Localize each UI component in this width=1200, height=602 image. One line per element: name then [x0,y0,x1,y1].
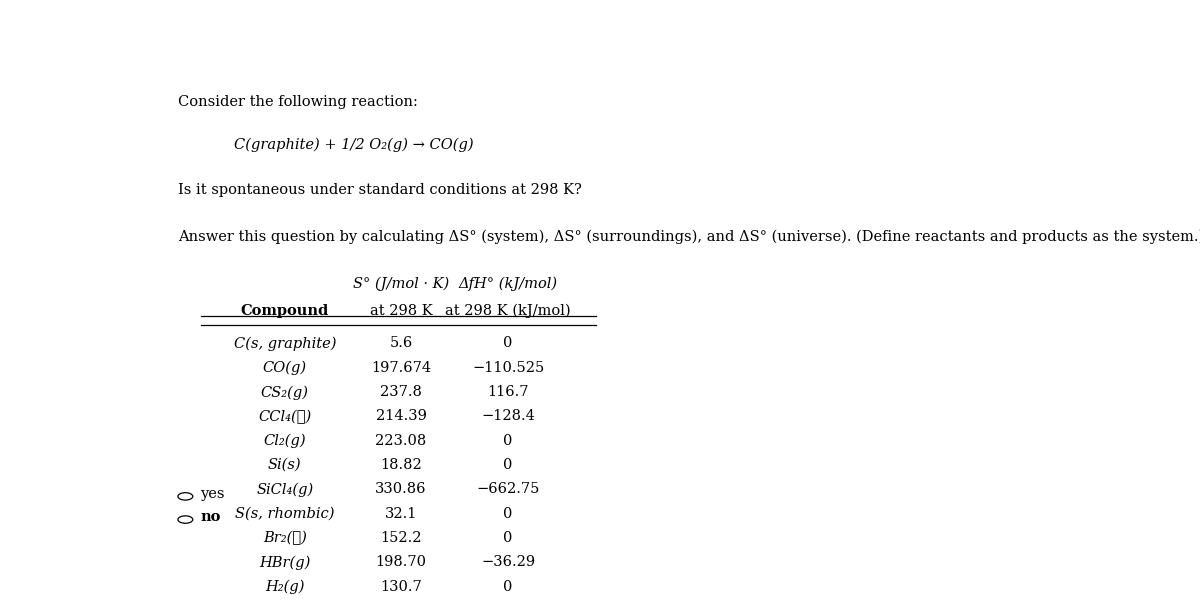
Text: Is it spontaneous under standard conditions at 298 K?: Is it spontaneous under standard conditi… [178,184,582,197]
Text: SiCl₄(g): SiCl₄(g) [257,482,313,497]
Text: Cl₂(g): Cl₂(g) [264,434,306,448]
Text: Answer this question by calculating ΔS° (system), ΔS° (surroundings), and ΔS° (u: Answer this question by calculating ΔS° … [178,230,1200,244]
Text: CS₂(g): CS₂(g) [260,385,308,400]
Text: −662.75: −662.75 [476,482,540,497]
Text: HBr(g): HBr(g) [259,556,311,570]
Text: 198.70: 198.70 [376,556,427,569]
Text: 0: 0 [503,434,512,448]
Text: −110.525: −110.525 [472,361,544,375]
Text: at 298 K: at 298 K [370,304,432,318]
Text: 237.8: 237.8 [380,385,422,399]
Text: 0: 0 [503,507,512,521]
Text: 223.08: 223.08 [376,434,427,448]
Text: 5.6: 5.6 [390,337,413,350]
Text: S(s, rhombic): S(s, rhombic) [235,507,335,521]
Text: Compound: Compound [241,304,329,318]
Text: C(graphite) + 1/2 O₂(g) → CO(g): C(graphite) + 1/2 O₂(g) → CO(g) [234,137,473,152]
Text: ΔfH° (kJ/mol): ΔfH° (kJ/mol) [458,276,558,291]
Text: no: no [200,510,221,524]
Text: S° (J/mol · K): S° (J/mol · K) [353,276,449,291]
Text: 0: 0 [503,458,512,472]
Text: CO(g): CO(g) [263,361,307,375]
Text: H₂(g): H₂(g) [265,580,305,594]
Text: CCl₄(ℓ): CCl₄(ℓ) [258,409,312,424]
Text: 197.674: 197.674 [371,361,431,375]
Text: C(s, graphite): C(s, graphite) [234,337,336,351]
Text: 130.7: 130.7 [380,580,422,594]
Text: Br₂(ℓ): Br₂(ℓ) [263,531,307,545]
Text: 18.82: 18.82 [380,458,422,472]
Text: yes: yes [200,487,224,501]
Text: 0: 0 [503,337,512,350]
Text: 116.7: 116.7 [487,385,529,399]
Text: −128.4: −128.4 [481,409,535,423]
Text: 0: 0 [503,531,512,545]
Text: 32.1: 32.1 [385,507,418,521]
Text: 330.86: 330.86 [376,482,427,497]
Text: 214.39: 214.39 [376,409,426,423]
Text: at 298 K (kJ/mol): at 298 K (kJ/mol) [445,304,571,318]
Text: 0: 0 [503,580,512,594]
Text: 152.2: 152.2 [380,531,422,545]
Text: Consider the following reaction:: Consider the following reaction: [178,96,418,110]
Text: −36.29: −36.29 [481,556,535,569]
Text: Si(s): Si(s) [268,458,301,472]
